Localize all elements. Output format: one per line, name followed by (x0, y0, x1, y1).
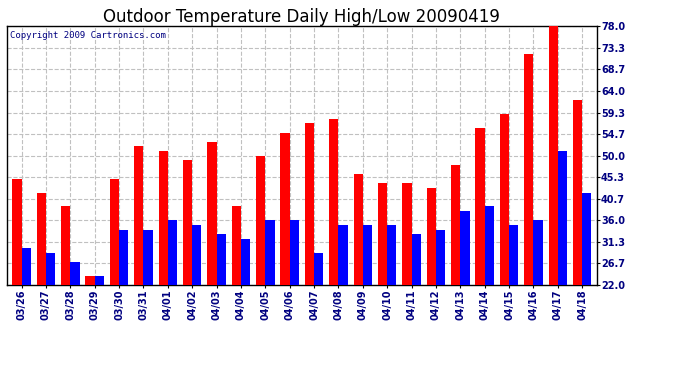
Bar (573, 100, 582, 375)
Text: Copyright 2009 Cartronics.com: Copyright 2009 Cartronics.com (10, 32, 166, 40)
Bar (533, 220, 543, 375)
Bar (436, 230, 445, 375)
Bar (217, 234, 226, 375)
Bar (119, 230, 128, 375)
Bar (207, 142, 217, 375)
Bar (363, 225, 372, 375)
Bar (549, 26, 558, 375)
Bar (411, 234, 421, 375)
Bar (183, 160, 193, 375)
Bar (582, 193, 591, 375)
Bar (134, 146, 144, 375)
Bar (12, 179, 21, 375)
Title: Outdoor Temperature Daily High/Low 20090419: Outdoor Temperature Daily High/Low 20090… (104, 8, 500, 26)
Bar (402, 183, 411, 375)
Bar (21, 248, 31, 375)
Bar (37, 193, 46, 375)
Bar (95, 276, 104, 375)
Bar (329, 118, 338, 375)
Bar (241, 239, 250, 375)
Bar (46, 253, 55, 375)
Bar (558, 151, 567, 375)
Bar (387, 225, 397, 375)
Bar (305, 123, 314, 375)
Bar (524, 54, 533, 375)
Bar (266, 220, 275, 375)
Bar (70, 262, 79, 375)
Bar (168, 220, 177, 375)
Bar (484, 207, 494, 375)
Bar (256, 156, 266, 375)
Bar (290, 220, 299, 375)
Bar (509, 225, 518, 375)
Bar (314, 253, 324, 375)
Bar (280, 132, 290, 375)
Bar (353, 174, 363, 375)
Bar (232, 207, 241, 375)
Bar (159, 151, 168, 375)
Bar (475, 128, 484, 375)
Bar (460, 211, 470, 375)
Bar (193, 225, 201, 375)
Bar (378, 183, 387, 375)
Bar (426, 188, 436, 375)
Bar (451, 165, 460, 375)
Bar (61, 207, 70, 375)
Bar (144, 230, 152, 375)
Bar (110, 179, 119, 375)
Bar (338, 225, 348, 375)
Bar (500, 114, 509, 375)
Bar (86, 276, 95, 375)
